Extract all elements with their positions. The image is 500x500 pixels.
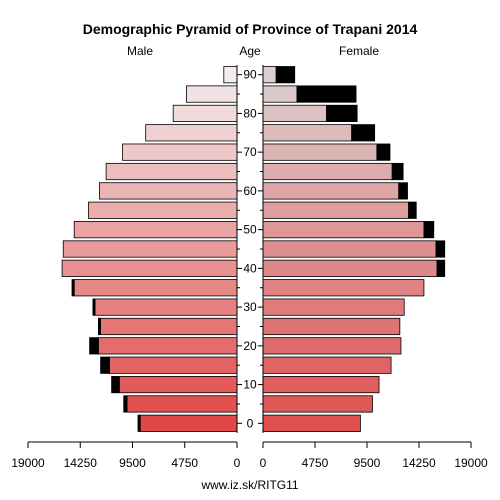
male-bar-80-84 xyxy=(172,104,238,123)
male-bar-60-64 xyxy=(99,182,238,200)
female-x-tick-label: 14250 xyxy=(402,456,436,470)
female-excess-bar-75-79 xyxy=(351,124,376,142)
male-bar-85-89 xyxy=(185,85,238,103)
male-excess-bar-20-24 xyxy=(89,337,99,355)
female-excess-bar-55-59 xyxy=(408,201,417,219)
female-bar-80-84 xyxy=(262,104,327,123)
female-bar-75-79 xyxy=(262,124,353,142)
female-bar-45-49 xyxy=(262,240,437,258)
age-label: Age xyxy=(239,44,261,58)
female-label: Female xyxy=(339,44,379,58)
female-excess-bar-40-44 xyxy=(436,259,446,277)
male-bar-30-34 xyxy=(94,298,238,316)
male-bar-50-54 xyxy=(73,221,238,239)
female-bar-50-54 xyxy=(262,221,425,239)
age-tick-label: 60 xyxy=(243,184,257,198)
female-bar-15-19 xyxy=(262,356,392,374)
female-bar-10-14 xyxy=(262,375,380,394)
female-excess-bar-90+ xyxy=(275,66,296,84)
female-excess-bar-85-89 xyxy=(296,85,357,103)
female-excess-bar-65-69 xyxy=(391,162,404,181)
male-bar-75-79 xyxy=(145,124,238,142)
female-x-tick-label: 9500 xyxy=(354,456,381,470)
axes-group: 0 10 20 30 40 50 60 70 80 90 19000 14250 9500 4750 0 0 4… xyxy=(11,65,488,470)
female-bar-85-89 xyxy=(262,85,298,103)
male-bar-70-74 xyxy=(122,143,238,161)
female-x-tick-label: 4750 xyxy=(302,456,329,470)
female-excess-bar-70-74 xyxy=(376,143,391,161)
male-bar-5-9 xyxy=(126,395,238,413)
age-tick-label: 30 xyxy=(243,300,257,314)
male-x-tick-label: 0 xyxy=(234,456,241,470)
male-excess-bar-5-9 xyxy=(123,395,128,413)
male-bar-15-19 xyxy=(109,356,238,374)
female-bar-55-59 xyxy=(262,201,410,219)
age-tick-label: 10 xyxy=(243,378,257,392)
female-bar-65-69 xyxy=(262,162,393,181)
male-x-tick-label: 14250 xyxy=(64,456,98,470)
female-excess-bar-50-54 xyxy=(423,221,435,239)
female-bar-35-39 xyxy=(262,279,425,297)
male-excess-bar-0-4 xyxy=(137,414,141,432)
male-x-tick-label: 9500 xyxy=(119,456,146,470)
female-bar-20-24 xyxy=(262,337,402,355)
age-tick-label: 20 xyxy=(243,339,257,353)
male-bar-25-29 xyxy=(100,317,238,336)
female-x-tick-label: 0 xyxy=(260,456,267,470)
female-bar-25-29 xyxy=(262,317,401,336)
female-bar-90+ xyxy=(262,66,277,84)
male-bar-90+ xyxy=(223,66,238,84)
male-x-tick-label: 19000 xyxy=(11,456,45,470)
male-bar-35-39 xyxy=(73,279,238,297)
female-excess-bar-80-84 xyxy=(326,104,358,123)
female-bar-40-44 xyxy=(262,259,438,277)
male-excess-bar-10-14 xyxy=(111,375,120,394)
bars-group xyxy=(61,66,446,432)
age-tick-label: 80 xyxy=(243,106,257,120)
male-excess-bar-15-19 xyxy=(100,356,110,374)
male-bar-40-44 xyxy=(61,259,238,277)
male-bar-65-69 xyxy=(105,162,238,181)
age-tick-label: 50 xyxy=(243,223,257,237)
male-excess-bar-30-34 xyxy=(92,298,96,316)
male-bar-45-49 xyxy=(62,240,238,258)
age-tick-label: 0 xyxy=(247,416,254,430)
chart-title: Demographic Pyramid of Province of Trapa… xyxy=(83,21,418,37)
female-bar-0-4 xyxy=(262,414,361,432)
male-excess-bar-35-39 xyxy=(71,279,75,297)
source-label: www.iz.sk/RITG11 xyxy=(200,478,298,492)
female-excess-bar-60-64 xyxy=(398,182,408,200)
female-x-tick-label: 19000 xyxy=(454,456,488,470)
female-bar-70-74 xyxy=(262,143,378,161)
male-bar-55-59 xyxy=(88,201,238,219)
male-excess-bar-25-29 xyxy=(98,317,102,336)
age-tick-label: 70 xyxy=(243,145,257,159)
female-excess-bar-45-49 xyxy=(435,240,446,258)
female-bar-30-34 xyxy=(262,298,405,316)
male-bar-20-24 xyxy=(98,337,238,355)
male-bar-10-14 xyxy=(118,375,238,394)
female-bar-60-64 xyxy=(262,182,400,200)
male-label: Male xyxy=(127,44,153,58)
age-tick-label: 40 xyxy=(243,261,257,275)
female-bar-5-9 xyxy=(262,395,373,413)
age-tick-label: 90 xyxy=(243,68,257,82)
male-x-tick-label: 4750 xyxy=(171,456,198,470)
male-bar-0-4 xyxy=(139,414,238,432)
